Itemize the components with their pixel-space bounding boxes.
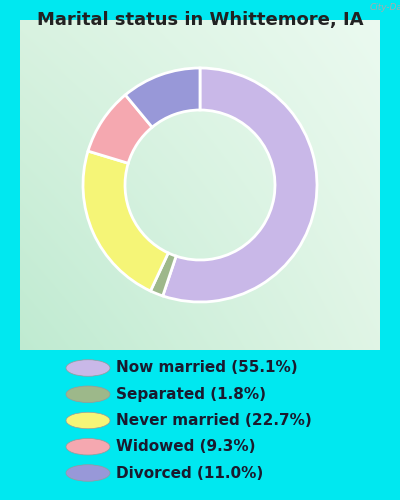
Text: Marital status in Whittemore, IA: Marital status in Whittemore, IA — [37, 11, 363, 29]
Wedge shape — [150, 253, 176, 296]
Circle shape — [66, 360, 110, 376]
Wedge shape — [83, 151, 168, 291]
Circle shape — [66, 465, 110, 481]
Circle shape — [66, 386, 110, 402]
Circle shape — [66, 438, 110, 455]
Text: Separated (1.8%): Separated (1.8%) — [116, 387, 266, 402]
Text: Now married (55.1%): Now married (55.1%) — [116, 360, 298, 376]
Text: Widowed (9.3%): Widowed (9.3%) — [116, 439, 256, 454]
Text: City-Data.com: City-Data.com — [370, 4, 400, 13]
Circle shape — [66, 412, 110, 428]
Text: Divorced (11.0%): Divorced (11.0%) — [116, 466, 263, 480]
Wedge shape — [88, 95, 152, 164]
Text: Never married (22.7%): Never married (22.7%) — [116, 413, 312, 428]
Wedge shape — [125, 68, 200, 127]
Wedge shape — [163, 68, 317, 302]
